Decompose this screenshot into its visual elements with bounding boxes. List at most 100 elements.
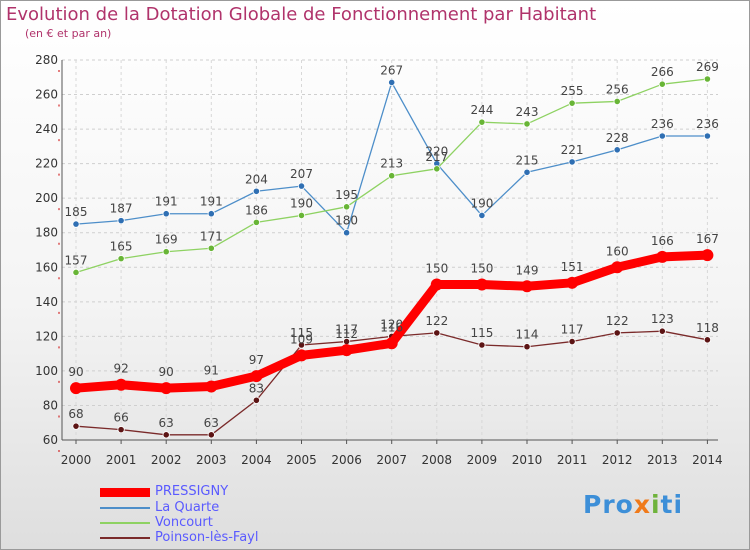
marker-poinson-l-s-fayl-2001 bbox=[117, 426, 125, 434]
data-label-la-quarte-2010: 215 bbox=[516, 153, 539, 167]
proxiti-logo: Proxiti bbox=[583, 490, 684, 519]
x-tick-label-2006: 2006 bbox=[331, 453, 362, 467]
marker-voncourt-2002 bbox=[162, 248, 170, 256]
data-label-voncourt-2013: 266 bbox=[651, 65, 674, 79]
marker-pressigny-2000 bbox=[70, 382, 82, 395]
marker-voncourt-2013 bbox=[658, 80, 666, 88]
marker-la-quarte-2000 bbox=[72, 220, 80, 228]
marker-voncourt-2003 bbox=[207, 244, 215, 252]
marker-pressigny-2001 bbox=[115, 378, 128, 391]
y-tick-label-180: 180 bbox=[35, 226, 58, 240]
marker-poinson-l-s-fayl-2003 bbox=[207, 431, 215, 439]
data-label-poinson-l-s-fayl-2012: 122 bbox=[606, 314, 629, 328]
marker-la-quarte-2006 bbox=[342, 229, 351, 237]
data-label-pressigny-2006: 112 bbox=[335, 327, 358, 341]
marker-voncourt-2006 bbox=[342, 203, 351, 211]
x-tick-label-2002: 2002 bbox=[151, 453, 182, 467]
marker-pressigny-2014 bbox=[701, 249, 714, 262]
marker-poinson-l-s-fayl-2010 bbox=[523, 343, 531, 351]
x-tick-label-2012: 2012 bbox=[602, 453, 633, 467]
data-label-la-quarte-2009: 190 bbox=[470, 196, 493, 210]
data-label-pressigny-2001: 92 bbox=[113, 362, 128, 376]
data-label-poinson-l-s-fayl-2010: 114 bbox=[516, 328, 539, 342]
data-label-poinson-l-s-fayl-2009: 115 bbox=[470, 326, 493, 340]
data-label-la-quarte-2005: 207 bbox=[290, 167, 313, 181]
data-label-poinson-l-s-fayl-2005: 115 bbox=[290, 326, 313, 340]
y-tick-label-260: 260 bbox=[35, 88, 58, 102]
marker-la-quarte-2009 bbox=[478, 211, 486, 220]
data-label-voncourt-2008: 217 bbox=[425, 150, 448, 164]
marker-poinson-l-s-fayl-2008 bbox=[433, 329, 441, 337]
marker-poinson-l-s-fayl-2004 bbox=[252, 396, 260, 404]
y-tick-label-220: 220 bbox=[35, 157, 58, 171]
data-label-pressigny-2003: 91 bbox=[204, 363, 219, 377]
data-label-poinson-l-s-fayl-2006: 117 bbox=[335, 323, 358, 337]
data-label-voncourt-2006: 195 bbox=[335, 188, 358, 202]
data-label-voncourt-2003: 171 bbox=[200, 229, 223, 243]
x-tick-label-2008: 2008 bbox=[422, 453, 453, 467]
data-label-la-quarte-2004: 204 bbox=[245, 172, 268, 186]
marker-la-quarte-2001 bbox=[117, 217, 125, 225]
data-label-voncourt-2001: 165 bbox=[110, 240, 133, 254]
data-label-poinson-l-s-fayl-2002: 63 bbox=[159, 416, 174, 430]
data-label-poinson-l-s-fayl-2001: 66 bbox=[113, 411, 128, 425]
marker-poinson-l-s-fayl-2012 bbox=[613, 329, 621, 337]
x-tick-label-2011: 2011 bbox=[557, 453, 588, 467]
legend-label-poinson-les-fayl: Poinson-lès-Fayl bbox=[155, 530, 259, 545]
marker-pressigny-2010 bbox=[521, 280, 533, 293]
data-label-la-quarte-2013: 236 bbox=[651, 117, 674, 131]
chart-subtitle: (en € et par an) bbox=[25, 27, 112, 40]
marker-pressigny-2013 bbox=[656, 250, 669, 263]
data-label-voncourt-2010: 243 bbox=[516, 105, 539, 119]
data-label-poinson-l-s-fayl-2007: 120 bbox=[380, 317, 403, 331]
marker-la-quarte-2003 bbox=[207, 210, 215, 218]
marker-la-quarte-2012 bbox=[613, 146, 621, 154]
marker-voncourt-2009 bbox=[478, 118, 486, 126]
data-label-pressigny-2009: 150 bbox=[470, 262, 493, 276]
marker-pressigny-2012 bbox=[611, 261, 624, 274]
legend-swatch-poinson-les-fayl bbox=[100, 537, 150, 539]
y-tick-label-140: 140 bbox=[35, 295, 58, 309]
data-label-la-quarte-2012: 228 bbox=[606, 131, 629, 145]
data-label-poinson-l-s-fayl-2013: 123 bbox=[651, 312, 674, 326]
data-label-pressigny-2010: 149 bbox=[516, 263, 539, 277]
x-tick-label-2004: 2004 bbox=[241, 453, 272, 467]
x-tick-label-2001: 2001 bbox=[106, 453, 137, 467]
data-label-voncourt-2014: 269 bbox=[696, 60, 719, 74]
marker-pressigny-2005 bbox=[295, 349, 308, 362]
marker-poinson-l-s-fayl-2000 bbox=[72, 422, 80, 430]
x-tick-label-2013: 2013 bbox=[647, 453, 678, 467]
data-label-pressigny-2011: 151 bbox=[561, 260, 584, 274]
data-label-poinson-l-s-fayl-2004: 83 bbox=[249, 381, 264, 395]
y-tick-label-160: 160 bbox=[35, 260, 58, 274]
y-tick-label-100: 100 bbox=[35, 364, 58, 378]
marker-pressigny-2003 bbox=[205, 380, 218, 393]
data-label-voncourt-2009: 244 bbox=[470, 103, 493, 117]
marker-voncourt-2004 bbox=[252, 218, 260, 226]
y-tick-label-80: 80 bbox=[43, 398, 58, 412]
marker-voncourt-2014 bbox=[703, 75, 712, 83]
marker-voncourt-2012 bbox=[613, 97, 621, 106]
marker-voncourt-2010 bbox=[523, 120, 531, 128]
y-tick-label-200: 200 bbox=[35, 191, 58, 205]
data-label-poinson-l-s-fayl-2000: 68 bbox=[68, 407, 83, 421]
y-tick-label-60: 60 bbox=[43, 433, 58, 447]
data-label-la-quarte-2002: 191 bbox=[155, 195, 178, 209]
data-label-la-quarte-2007: 267 bbox=[380, 63, 403, 77]
marker-la-quarte-2005 bbox=[297, 182, 306, 190]
data-label-la-quarte-2000: 185 bbox=[65, 205, 88, 219]
x-tick-label-2009: 2009 bbox=[467, 453, 498, 467]
data-label-pressigny-2012: 160 bbox=[606, 244, 629, 258]
y-tick-label-280: 280 bbox=[35, 53, 58, 67]
marker-pressigny-2007 bbox=[385, 337, 398, 350]
data-label-pressigny-2013: 166 bbox=[651, 234, 674, 248]
data-label-pressigny-2005: 109 bbox=[290, 332, 313, 346]
legend-label-voncourt: Voncourt bbox=[155, 515, 213, 530]
marker-pressigny-2004 bbox=[250, 370, 263, 383]
y-tick-label-120: 120 bbox=[35, 329, 58, 343]
data-label-pressigny-2007: 116 bbox=[380, 320, 403, 334]
data-label-voncourt-2002: 169 bbox=[155, 233, 178, 247]
marker-voncourt-2001 bbox=[117, 255, 125, 263]
data-label-voncourt-2000: 157 bbox=[65, 253, 88, 267]
